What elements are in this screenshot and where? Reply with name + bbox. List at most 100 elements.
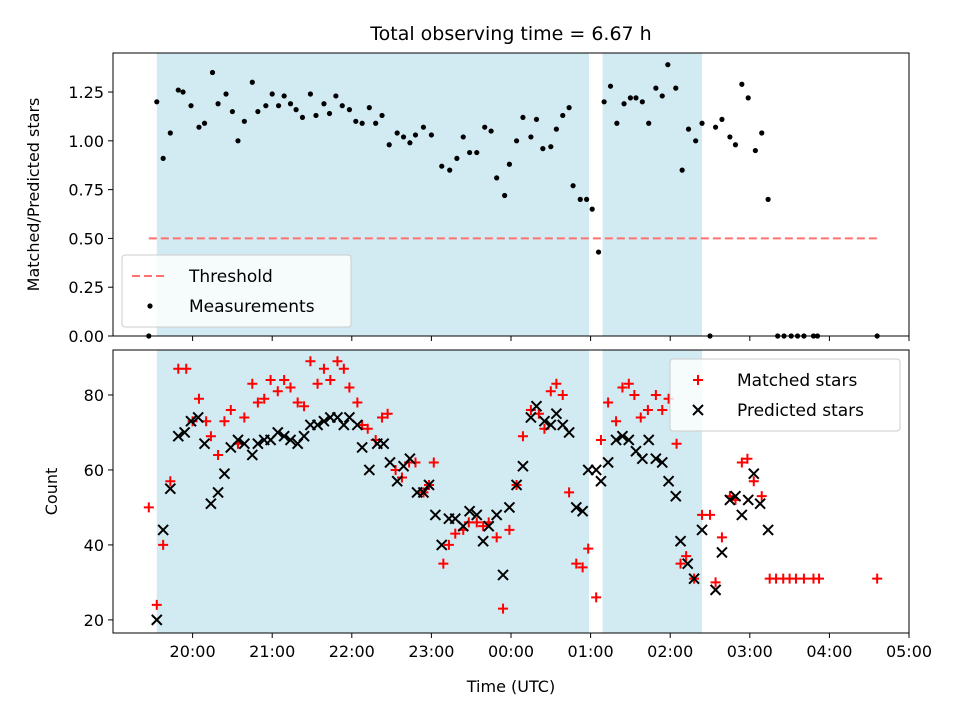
legend-label: Threshold xyxy=(188,267,273,287)
y-axis-title: Matched/Predicted stars xyxy=(24,98,43,292)
data-point xyxy=(366,105,372,111)
data-point xyxy=(798,573,809,584)
data-point xyxy=(724,494,736,506)
data-point xyxy=(621,101,627,107)
data-point xyxy=(577,562,588,573)
legend: Matched stars Predicted stars xyxy=(669,358,901,432)
data-point xyxy=(671,438,682,449)
y-tick-label: 1.25 xyxy=(68,83,104,102)
x-tick-label: 04:00 xyxy=(806,642,852,661)
data-point xyxy=(232,434,244,446)
data-point xyxy=(238,438,251,450)
data-point xyxy=(275,103,282,109)
data-point xyxy=(490,509,503,521)
data-point xyxy=(732,142,739,148)
data-point xyxy=(623,434,635,446)
y-tick-label: 0.25 xyxy=(68,278,104,297)
data-point xyxy=(259,393,270,404)
data-point xyxy=(201,120,208,126)
data-point xyxy=(377,438,390,450)
data-point xyxy=(353,118,359,124)
data-point xyxy=(736,457,747,468)
data-point xyxy=(710,577,721,588)
data-point xyxy=(379,112,385,119)
data-point xyxy=(229,108,235,115)
data-point xyxy=(814,573,825,584)
data-point xyxy=(502,192,508,199)
data-point xyxy=(252,438,264,450)
data-point xyxy=(693,138,699,144)
data-point xyxy=(187,416,198,427)
data-point xyxy=(428,132,434,138)
data-point xyxy=(623,378,634,389)
y-tick-label: 80 xyxy=(84,386,104,405)
data-point xyxy=(765,196,771,202)
data-point xyxy=(339,103,345,109)
data-point xyxy=(272,386,283,397)
data-point xyxy=(520,114,526,121)
data-point xyxy=(225,404,236,415)
legend-swatch xyxy=(147,303,153,309)
x-tick-label: 22:00 xyxy=(329,642,375,661)
y-tick-label: 20 xyxy=(84,611,104,630)
data-point xyxy=(460,134,466,140)
y-tick-label: 0.50 xyxy=(68,229,104,248)
legend-box xyxy=(121,254,352,328)
data-point xyxy=(682,557,694,570)
data-point xyxy=(325,374,336,385)
data-point xyxy=(321,101,327,107)
data-point xyxy=(428,457,439,468)
data-point xyxy=(533,116,540,122)
data-point xyxy=(727,134,733,140)
data-point xyxy=(494,175,500,181)
data-point xyxy=(775,333,781,339)
data-point xyxy=(576,505,589,517)
x-tick-label: 23:00 xyxy=(408,642,454,661)
data-point xyxy=(311,419,324,431)
x-tick-label: 21:00 xyxy=(249,642,295,661)
data-point xyxy=(788,333,794,339)
legend: Threshold Measurements xyxy=(121,254,352,328)
data-point xyxy=(285,382,296,393)
data-point xyxy=(688,572,700,585)
data-point xyxy=(696,524,708,536)
data-point xyxy=(616,430,629,442)
data-point xyxy=(781,333,787,339)
data-point xyxy=(160,155,166,161)
x-axis-title: Time (UTC) xyxy=(466,677,555,696)
data-point xyxy=(165,476,176,487)
data-point xyxy=(377,412,388,423)
data-point xyxy=(154,99,160,105)
data-point xyxy=(241,118,247,124)
data-point xyxy=(180,89,186,95)
data-point xyxy=(570,183,576,189)
data-point xyxy=(595,475,607,487)
data-point xyxy=(356,441,368,454)
y-tick-label: 60 xyxy=(84,461,104,480)
data-point xyxy=(363,464,376,476)
y-tick-label: 40 xyxy=(84,536,104,555)
data-point xyxy=(801,333,807,339)
data-point xyxy=(506,161,513,167)
series-matched-stars xyxy=(143,356,883,614)
data-point xyxy=(410,457,421,468)
data-point xyxy=(545,419,557,431)
series-predicted-stars xyxy=(151,400,774,626)
data-point xyxy=(627,95,634,101)
x-tick-label: 05:00 xyxy=(886,642,932,661)
data-point xyxy=(583,543,594,554)
data-point xyxy=(157,524,169,536)
data-point xyxy=(681,551,692,562)
data-point xyxy=(239,412,250,423)
x-tick-label: 01:00 xyxy=(568,642,614,661)
data-point xyxy=(611,416,622,427)
data-point xyxy=(209,69,216,76)
legend-label: Matched stars xyxy=(737,371,857,391)
legend-label: Measurements xyxy=(189,297,315,317)
data-point xyxy=(650,389,661,400)
data-point xyxy=(193,393,204,404)
data-point xyxy=(318,415,330,427)
data-point xyxy=(571,558,582,569)
data-point xyxy=(752,147,758,154)
data-point xyxy=(794,333,801,339)
